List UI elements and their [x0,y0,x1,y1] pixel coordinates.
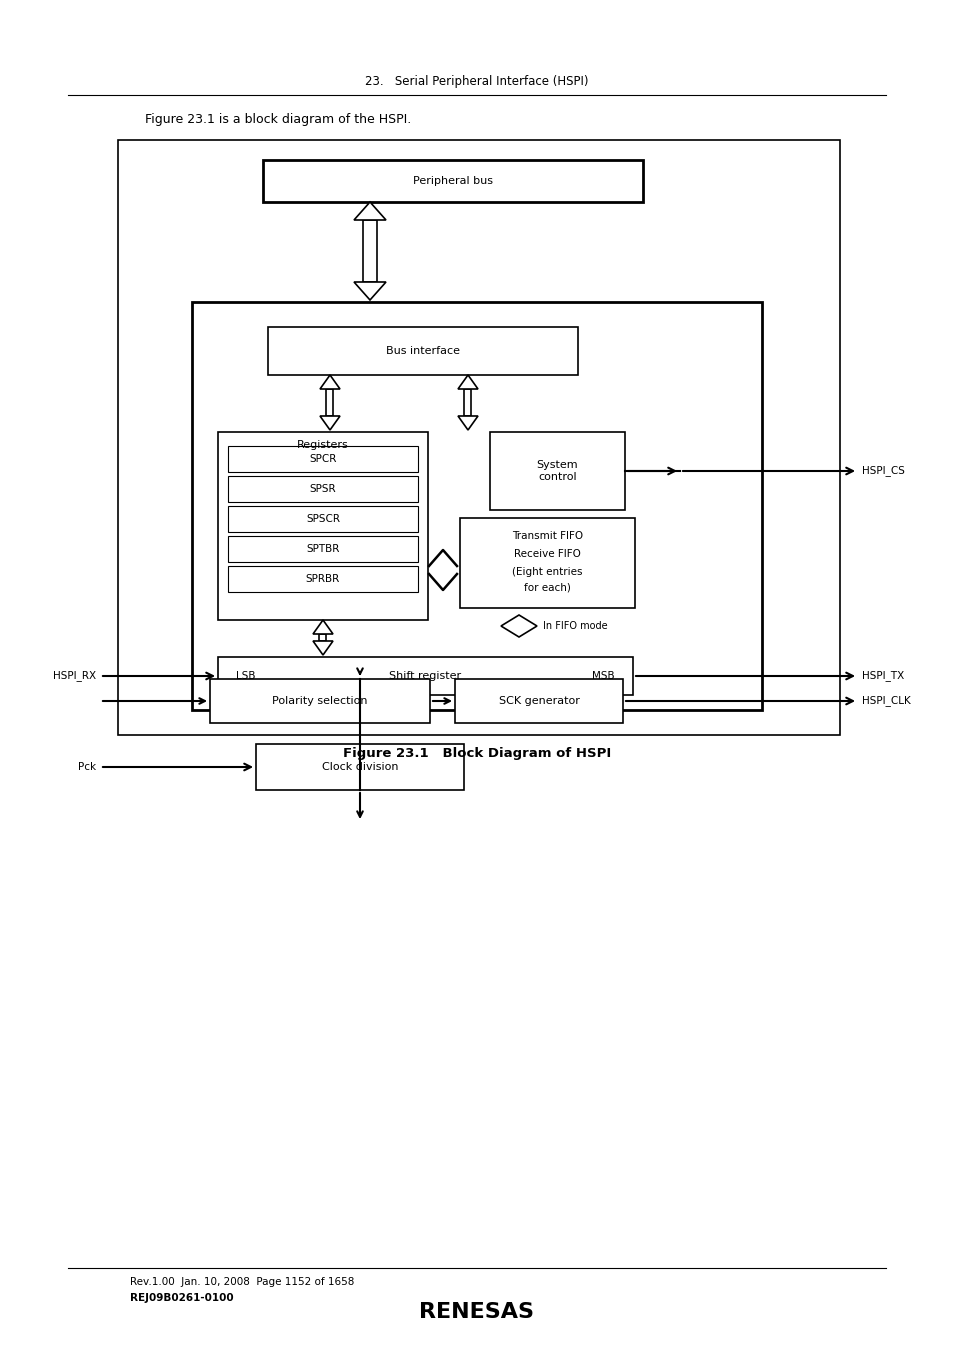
Text: Rev.1.00  Jan. 10, 2008  Page 1152 of 1658: Rev.1.00 Jan. 10, 2008 Page 1152 of 1658 [130,1277,354,1287]
Polygon shape [457,416,477,431]
Bar [319,634,326,641]
Text: HSPI_CS: HSPI_CS [862,466,904,477]
Bar [326,389,334,416]
Text: System
control: System control [537,460,578,482]
Bar [192,302,761,710]
Bar [228,566,417,593]
Text: Bus interface: Bus interface [386,346,459,356]
Bar [228,536,417,562]
Bar [263,161,642,202]
Bar [210,679,430,724]
Polygon shape [457,375,477,389]
Text: LSB: LSB [235,671,255,680]
Bar [268,327,578,375]
Bar [118,140,840,734]
Text: Registers: Registers [296,440,349,450]
Text: HSPI_RX: HSPI_RX [52,671,96,682]
Text: Receive FIFO: Receive FIFO [514,549,580,559]
Bar [455,679,622,724]
Text: for each): for each) [523,583,570,593]
Polygon shape [313,620,333,634]
Polygon shape [354,282,386,300]
Text: SPTBR: SPTBR [306,544,339,554]
Text: HSPI_TX: HSPI_TX [862,671,903,682]
Text: MSB: MSB [592,671,615,680]
Text: Peripheral bus: Peripheral bus [413,176,493,186]
Bar [218,657,633,695]
Bar [255,744,463,790]
Text: SPSCR: SPSCR [306,514,339,524]
Bar [363,220,376,282]
Text: Figure 23.1   Block Diagram of HSPI: Figure 23.1 Block Diagram of HSPI [342,747,611,760]
Text: SPRBR: SPRBR [306,574,340,585]
Polygon shape [313,641,333,655]
Bar [490,432,624,510]
Text: Polarity selection: Polarity selection [272,697,367,706]
Text: Transmit FIFO: Transmit FIFO [512,531,582,541]
Text: Figure 23.1 is a block diagram of the HSPI.: Figure 23.1 is a block diagram of the HS… [145,113,411,127]
Text: SPSR: SPSR [310,485,336,494]
Polygon shape [354,202,386,220]
Text: Pck: Pck [78,761,96,772]
Bar [464,389,471,416]
Bar [228,506,417,532]
Text: Clock division: Clock division [321,761,397,772]
Text: 23.   Serial Peripheral Interface (HSPI): 23. Serial Peripheral Interface (HSPI) [365,76,588,89]
Text: (Eight entries: (Eight entries [512,567,582,576]
Bar [218,432,428,620]
Polygon shape [319,375,339,389]
Text: SPCR: SPCR [309,454,336,464]
Text: RENESAS: RENESAS [419,1301,534,1322]
Text: SCK generator: SCK generator [498,697,578,706]
Polygon shape [500,616,537,637]
Text: REJ09B0261-0100: REJ09B0261-0100 [130,1293,233,1303]
Bar [459,518,635,608]
Text: In FIFO mode: In FIFO mode [542,621,607,630]
Text: Shift register: Shift register [389,671,461,680]
Bar [228,477,417,502]
Bar [228,446,417,472]
Text: HSPI_CLK: HSPI_CLK [862,695,910,706]
Polygon shape [319,416,339,431]
